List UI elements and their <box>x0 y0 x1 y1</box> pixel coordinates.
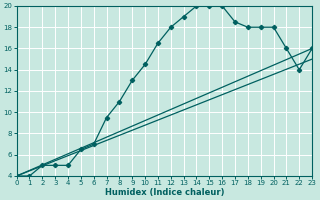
X-axis label: Humidex (Indice chaleur): Humidex (Indice chaleur) <box>105 188 224 197</box>
